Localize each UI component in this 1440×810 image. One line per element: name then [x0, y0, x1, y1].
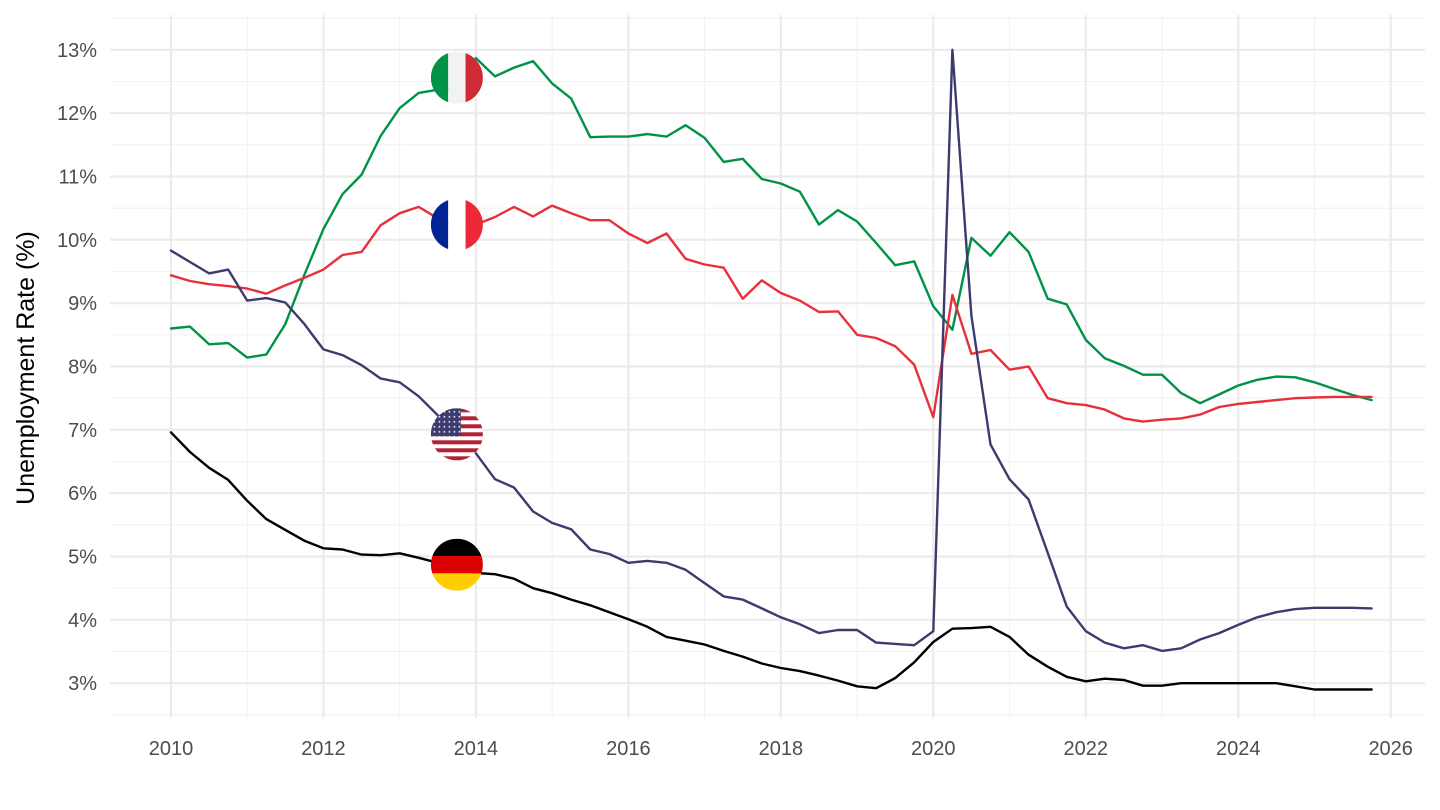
series-line-germany: [169, 431, 1373, 691]
usa-flag-icon: [430, 408, 483, 461]
x-tick-label: 2020: [911, 738, 956, 760]
major-gridlines: [110, 15, 1425, 718]
y-axis-tick-labels: 3% 4% 5% 6% 7% 8% 9% 10% 11% 12% 13%: [57, 40, 97, 695]
y-tick-label: 12%: [57, 103, 97, 125]
flag-markers: [430, 51, 483, 591]
series-line-usa: [169, 48, 1373, 653]
x-tick-label: 2024: [1216, 738, 1261, 760]
y-tick-label: 3%: [68, 673, 97, 695]
series-line-france: [169, 204, 1373, 423]
france-flag-icon: [430, 198, 483, 251]
y-tick-label: 9%: [68, 293, 97, 315]
y-tick-label: 5%: [68, 547, 97, 569]
x-tick-label: 2018: [759, 738, 804, 760]
x-tick-label: 2026: [1368, 738, 1413, 760]
minor-gridlines: [110, 15, 1425, 718]
y-tick-label: 6%: [68, 483, 97, 505]
series-line-italy: [169, 56, 1373, 405]
y-tick-label: 8%: [68, 357, 97, 379]
x-tick-label: 2012: [301, 738, 346, 760]
y-tick-label: 10%: [57, 230, 97, 252]
x-tick-label: 2022: [1064, 738, 1109, 760]
germany-flag-icon: [430, 538, 483, 591]
x-tick-label: 2010: [149, 738, 194, 760]
x-axis-tick-labels: 2010 2012 2014 2016 2018 2020 2022 2024 2026: [149, 738, 1413, 760]
y-tick-label: 7%: [68, 420, 97, 442]
y-tick-label: 13%: [57, 40, 97, 62]
x-tick-label: 2016: [606, 738, 651, 760]
italy-flag-icon: [430, 51, 483, 104]
series-lines: [169, 48, 1373, 691]
y-tick-label: 4%: [68, 610, 97, 632]
x-tick-label: 2014: [454, 738, 499, 760]
y-axis-title: Unemployment Rate (%): [12, 231, 40, 505]
y-tick-label: 11%: [58, 167, 97, 189]
